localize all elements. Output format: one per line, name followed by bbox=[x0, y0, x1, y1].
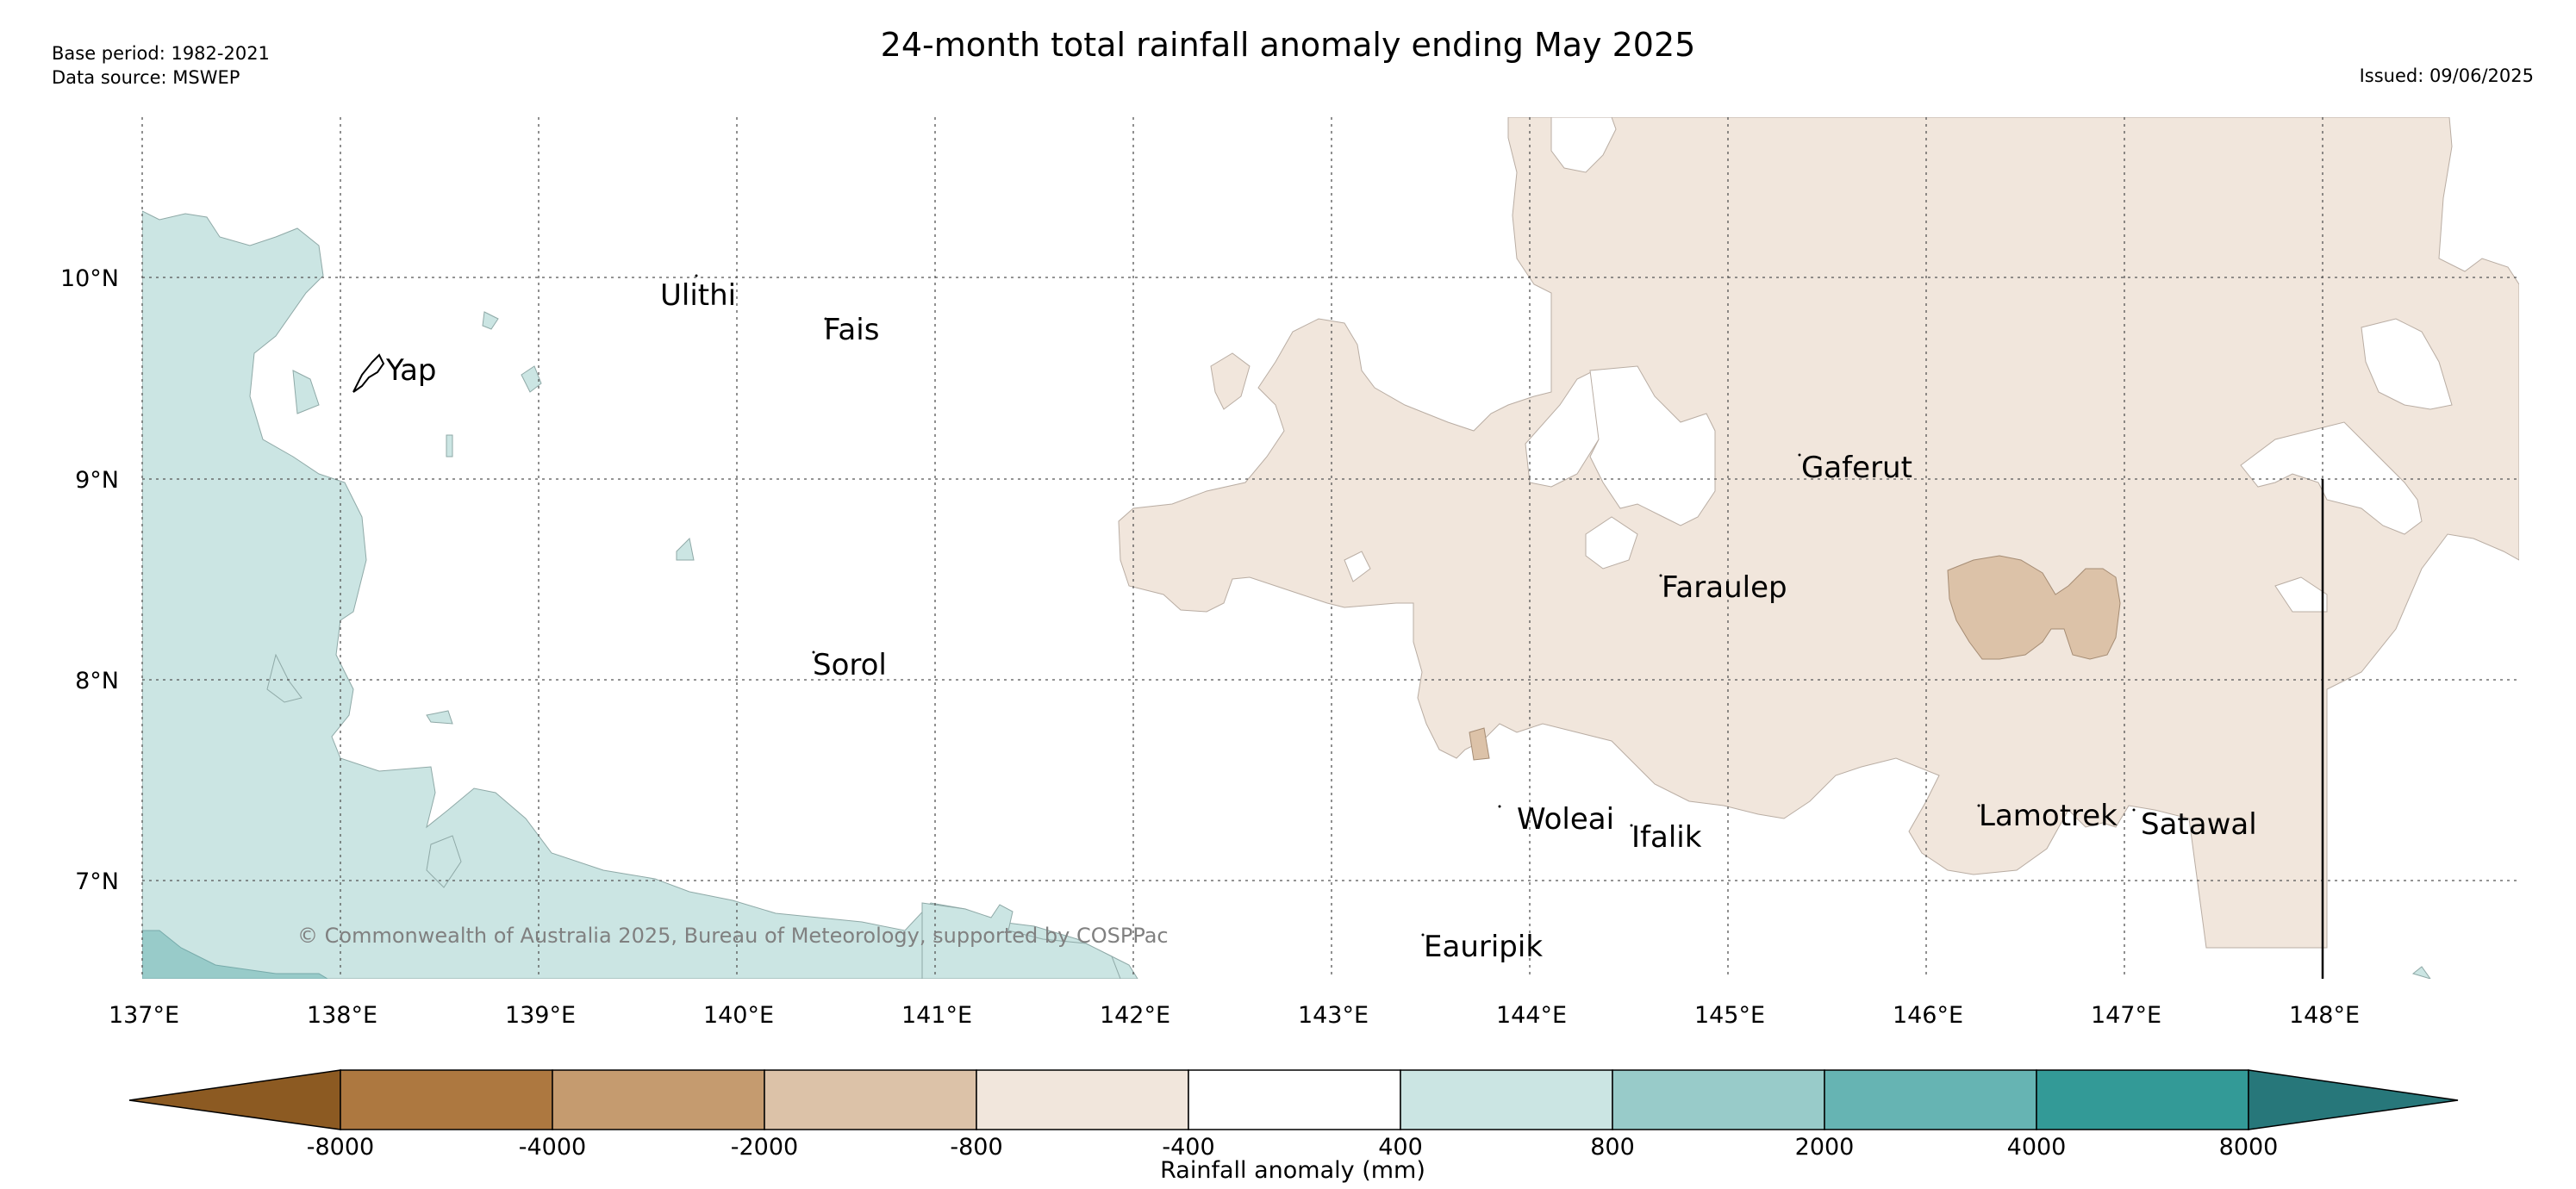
colorbar-bin-5 bbox=[1188, 1069, 1401, 1130]
normal-hole-g bbox=[2361, 318, 2453, 410]
colorbar-tick-neg400: -400 bbox=[1162, 1134, 1215, 1161]
lat-tick-8n: 8°N bbox=[75, 668, 119, 694]
colorbar-bin-2 bbox=[552, 1069, 765, 1130]
colorbar-tick-neg4000: -4000 bbox=[518, 1134, 587, 1161]
lon-tick-139: 139°E bbox=[505, 1002, 576, 1029]
location-eauripik: Eauripik bbox=[1424, 930, 1543, 964]
location-fais: Fais bbox=[824, 313, 879, 347]
colorbar-bin-6 bbox=[1400, 1069, 1613, 1130]
colorbar-tick-neg2000: -2000 bbox=[730, 1134, 799, 1161]
eauripik-marker bbox=[1421, 933, 1425, 937]
faraulep-marker bbox=[1659, 574, 1662, 577]
wet-core bbox=[142, 930, 328, 979]
lat-tick-9n: 9°N bbox=[75, 467, 119, 494]
wet-islet-d bbox=[676, 537, 695, 561]
location-satawal: Satawal bbox=[2141, 807, 2257, 842]
dry-islet-a bbox=[1469, 727, 1490, 761]
normal-hole-e bbox=[1344, 551, 1371, 582]
location-labels: Ulithi Fais Yap Gaferut Faraulep Sorol W… bbox=[385, 274, 2257, 964]
location-ifalik: Ifalik bbox=[1631, 820, 1702, 855]
lon-tick-146: 146°E bbox=[1893, 1002, 1963, 1029]
colorbar-bin-9 bbox=[2036, 1069, 2249, 1130]
lamotrek-marker bbox=[1977, 804, 1980, 807]
colorbar-bin-4 bbox=[976, 1069, 1189, 1130]
copyright-notice: © Commonwealth of Australia 2025, Bureau… bbox=[297, 924, 1169, 948]
wet-islet-e bbox=[426, 710, 453, 725]
location-sorol: Sorol bbox=[813, 648, 887, 682]
colorbar-tick-8000: 8000 bbox=[2218, 1134, 2279, 1161]
colorbar bbox=[128, 1069, 2459, 1130]
colorbar-tick-neg800: -800 bbox=[950, 1134, 1003, 1161]
metadata: Base period: 1982-2021 Data source: MSWE… bbox=[52, 41, 270, 90]
normal-hole-f bbox=[2240, 421, 2423, 535]
dry-region-east bbox=[1118, 117, 2519, 949]
lon-tick-137: 137°E bbox=[109, 1002, 179, 1029]
ifalik-marker bbox=[1630, 824, 1633, 827]
colorbar-tick-400: 400 bbox=[1378, 1134, 1423, 1161]
lat-tick-7n: 7°N bbox=[75, 868, 119, 895]
graticule bbox=[141, 117, 2519, 979]
gaferut-marker bbox=[1798, 453, 1801, 457]
satawal-marker bbox=[2132, 808, 2136, 812]
normal-hole-d bbox=[1550, 117, 1617, 173]
lon-tick-141: 141°E bbox=[901, 1002, 972, 1029]
issued-date: Issued: 09/06/2025 bbox=[2359, 65, 2534, 86]
wet-islet-c bbox=[446, 434, 453, 458]
lon-tick-148: 148°E bbox=[2289, 1002, 2360, 1029]
ulithi-marker bbox=[695, 274, 698, 277]
location-gaferut: Gaferut bbox=[1801, 451, 1912, 485]
location-yap: Yap bbox=[385, 353, 437, 388]
colorbar-bin-3 bbox=[764, 1069, 977, 1130]
wet-region-west bbox=[142, 210, 1138, 979]
colorbar-tick-4000: 4000 bbox=[2006, 1134, 2067, 1161]
normal-hole-b bbox=[1589, 365, 1716, 526]
lon-tick-143: 143°E bbox=[1298, 1002, 1369, 1029]
yap-island bbox=[352, 353, 385, 393]
colorbar-bin-1 bbox=[340, 1069, 553, 1130]
lon-tick-147: 147°E bbox=[2091, 1002, 2161, 1029]
colorbar-title: Rainfall anomaly (mm) bbox=[1160, 1157, 1425, 1184]
location-faraulep: Faraulep bbox=[1662, 570, 1787, 605]
location-lamotrek: Lamotrek bbox=[1979, 799, 2118, 833]
map-title: 24-month total rainfall anomaly ending M… bbox=[880, 26, 1696, 64]
woleai-marker bbox=[1498, 805, 1501, 808]
colorbar-arrow-right bbox=[2248, 1069, 2459, 1130]
lon-tick-140: 140°E bbox=[703, 1002, 774, 1029]
sorol-marker bbox=[812, 651, 815, 654]
data-source: Data source: MSWEP bbox=[52, 67, 240, 88]
colorbar-tick-2000: 2000 bbox=[1794, 1134, 1855, 1161]
wet-islet-b bbox=[521, 365, 542, 393]
lon-tick-138: 138°E bbox=[307, 1002, 377, 1029]
lon-tick-144: 144°E bbox=[1496, 1002, 1567, 1029]
lon-tick-142: 142°E bbox=[1100, 1002, 1170, 1029]
wet-islet-f bbox=[2411, 966, 2431, 979]
normal-hole-c bbox=[1585, 516, 1638, 570]
lon-tick-145: 145°E bbox=[1694, 1002, 1765, 1029]
colorbar-tick-800: 800 bbox=[1590, 1134, 1635, 1161]
anomaly-field bbox=[142, 117, 2519, 979]
base-period: Base period: 1982-2021 bbox=[52, 43, 270, 64]
lon-tick-labels: 137°E 138°E 139°E 140°E 141°E 142°E 143°… bbox=[109, 1002, 2360, 1029]
normal-hole-h bbox=[2274, 576, 2328, 613]
dry-core bbox=[1947, 555, 2121, 660]
wet-region-south bbox=[921, 902, 1121, 979]
colorbar-bin-7 bbox=[1612, 1069, 1825, 1130]
colorbar-arrow-left bbox=[128, 1069, 341, 1130]
lat-tick-10n: 10°N bbox=[60, 265, 119, 292]
location-ulithi: Ulithi bbox=[660, 278, 736, 313]
wet-islet-a bbox=[482, 311, 499, 330]
colorbar-tick-neg8000: -8000 bbox=[306, 1134, 375, 1161]
fais-marker bbox=[824, 317, 827, 321]
colorbar-bin-8 bbox=[1824, 1069, 2037, 1130]
lat-tick-labels: 10°N 9°N 8°N 7°N bbox=[60, 265, 119, 895]
location-woleai: Woleai bbox=[1517, 802, 1614, 837]
